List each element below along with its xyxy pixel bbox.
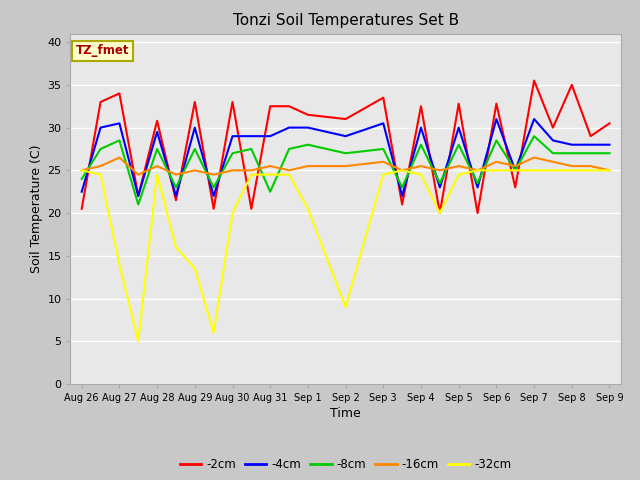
Text: TZ_fmet: TZ_fmet <box>76 44 129 57</box>
Title: Tonzi Soil Temperatures Set B: Tonzi Soil Temperatures Set B <box>232 13 459 28</box>
Y-axis label: Soil Temperature (C): Soil Temperature (C) <box>30 144 43 273</box>
X-axis label: Time: Time <box>330 407 361 420</box>
Legend: -2cm, -4cm, -8cm, -16cm, -32cm: -2cm, -4cm, -8cm, -16cm, -32cm <box>175 454 516 476</box>
